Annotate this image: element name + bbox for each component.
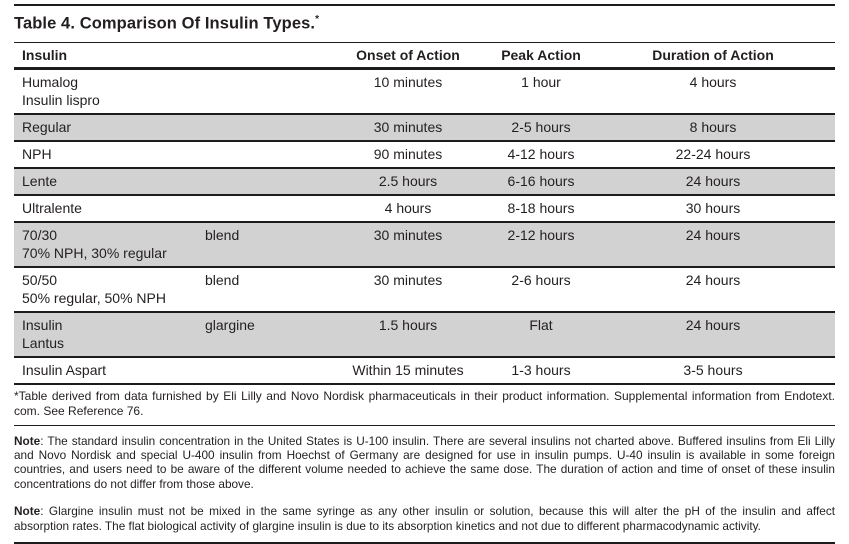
cell-insulin-name: Insulin Lantus [14, 313, 205, 356]
footnote-divider-rule [14, 424, 835, 426]
note-glargine-mixing: Note: Glargine insulin must not be mixed… [14, 504, 835, 533]
cell-variant [205, 142, 325, 167]
cell-duration: 3-5 hours [683, 361, 743, 378]
table-row-regular: Regular 30 minutes 2-5 hours 8 hours [14, 114, 835, 142]
column-header-insulin: Insulin [22, 46, 68, 63]
insulin-name: NPH [22, 145, 52, 162]
cell-duration: 24 hours [685, 271, 741, 288]
cell-onset: 30 minutes [373, 271, 443, 288]
cell-variant [205, 196, 325, 221]
cell-duration: 24 hours [685, 316, 741, 333]
cell-peak: 2-12 hours [507, 226, 575, 243]
note-insulin-concentration: Note: The standard insulin concentration… [14, 434, 835, 492]
insulin-name: Insulin Aspart [22, 361, 107, 378]
insulin-subname: 50% regular, 50% NPH [22, 289, 166, 306]
insulin-subname: Insulin lispro [22, 91, 100, 108]
table-footnote: *Table derived from data furnished by El… [14, 388, 835, 419]
cell-variant: glargine [205, 316, 255, 333]
cell-onset: 30 minutes [373, 118, 443, 135]
insulin-name: Lente [22, 172, 58, 189]
table-row-50-50: 50/50 50% regular, 50% NPH blend 30 minu… [14, 268, 835, 313]
insulin-name: 70/30 [22, 226, 58, 243]
insulin-name: Ultralente [22, 199, 82, 216]
cell-duration: 8 hours [689, 118, 737, 135]
cell-onset: 1.5 hours [378, 316, 438, 333]
cell-onset: Within 15 minutes [352, 361, 464, 378]
cell-peak: 2-5 hours [511, 118, 571, 135]
cell-insulin-name: Humalog Insulin lispro [14, 70, 205, 113]
cell-duration: 30 hours [685, 199, 741, 216]
cell-duration: 24 hours [685, 226, 741, 243]
insulin-name: Insulin [22, 316, 63, 333]
note-text: : The standard insulin concentration in … [14, 433, 835, 491]
table-row-70-30: 70/30 70% NPH, 30% regular blend 30 minu… [14, 222, 835, 268]
insulin-name: Regular [22, 118, 72, 135]
cell-duration: 24 hours [685, 172, 741, 189]
footnote-marker: * [315, 14, 320, 25]
column-header-variant [205, 43, 325, 67]
table-title: Table 4. Comparison Of Insulin Types.* [14, 6, 835, 42]
cell-onset: 10 minutes [373, 73, 443, 90]
cell-insulin-name: 50/50 50% regular, 50% NPH [14, 268, 205, 311]
note-label: Note [14, 504, 41, 519]
table-header-row: Insulin Onset of Action Peak Action Dura… [14, 41, 835, 70]
cell-onset: 4 hours [384, 199, 432, 216]
cell-variant [205, 115, 325, 140]
cell-insulin-name: Ultralente [14, 196, 205, 221]
table-row-aspart: Insulin Aspart Within 15 minutes 1-3 hou… [14, 358, 835, 385]
cell-variant [205, 70, 325, 113]
cell-peak: 1 hour [521, 73, 561, 90]
top-rule [14, 4, 835, 6]
insulin-subname: 70% NPH, 30% regular [22, 244, 167, 261]
cell-onset: 2.5 hours [378, 172, 438, 189]
cell-onset: 90 minutes [373, 145, 443, 162]
table-row-ultralente: Ultralente 4 hours 8-18 hours 30 hours [14, 196, 835, 223]
cell-peak: 2-6 hours [511, 271, 571, 288]
cell-insulin-name: NPH [14, 142, 205, 167]
cell-insulin-name: Regular [14, 115, 205, 140]
cell-peak: 8-18 hours [507, 199, 575, 216]
cell-insulin-name: Lente [14, 169, 205, 194]
cell-peak: Flat [529, 316, 553, 333]
cell-duration: 4 hours [689, 73, 737, 90]
insulin-subname: Lantus [22, 334, 65, 351]
cell-variant [205, 358, 325, 383]
cell-variant: blend [205, 226, 240, 243]
note-text: : Glargine insulin must not be mixed in … [14, 504, 835, 533]
cell-insulin-name: 70/30 70% NPH, 30% regular [14, 223, 205, 266]
insulin-name: 50/50 [22, 271, 58, 288]
cell-variant [205, 169, 325, 194]
column-header-duration: Duration of Action [652, 46, 774, 63]
insulin-name: Humalog [22, 73, 79, 90]
insulin-comparison-table: Insulin Onset of Action Peak Action Dura… [14, 41, 835, 385]
note-label: Note [14, 433, 41, 448]
table-title-text: Table 4. Comparison Of Insulin Types. [14, 14, 316, 33]
table-row-lente: Lente 2.5 hours 6-16 hours 24 hours [14, 168, 835, 196]
cell-variant: blend [205, 271, 240, 288]
cell-insulin-name: Insulin Aspart [14, 358, 205, 383]
column-header-onset: Onset of Action [356, 46, 460, 63]
cell-duration: 22-24 hours [675, 145, 751, 162]
table-row-humalog: Humalog Insulin lispro 10 minutes 1 hour… [14, 70, 835, 115]
cell-onset: 30 minutes [373, 226, 443, 243]
cell-peak: 6-16 hours [507, 172, 575, 189]
table-row-nph: NPH 90 minutes 4-12 hours 22-24 hours [14, 142, 835, 169]
cell-peak: 4-12 hours [507, 145, 575, 162]
cell-peak: 1-3 hours [511, 361, 571, 378]
column-header-peak: Peak Action [501, 46, 581, 63]
table-row-lantus: Insulin Lantus glargine 1.5 hours Flat 2… [14, 312, 835, 358]
document-page: Table 4. Comparison Of Insulin Types.* I… [0, 4, 849, 544]
